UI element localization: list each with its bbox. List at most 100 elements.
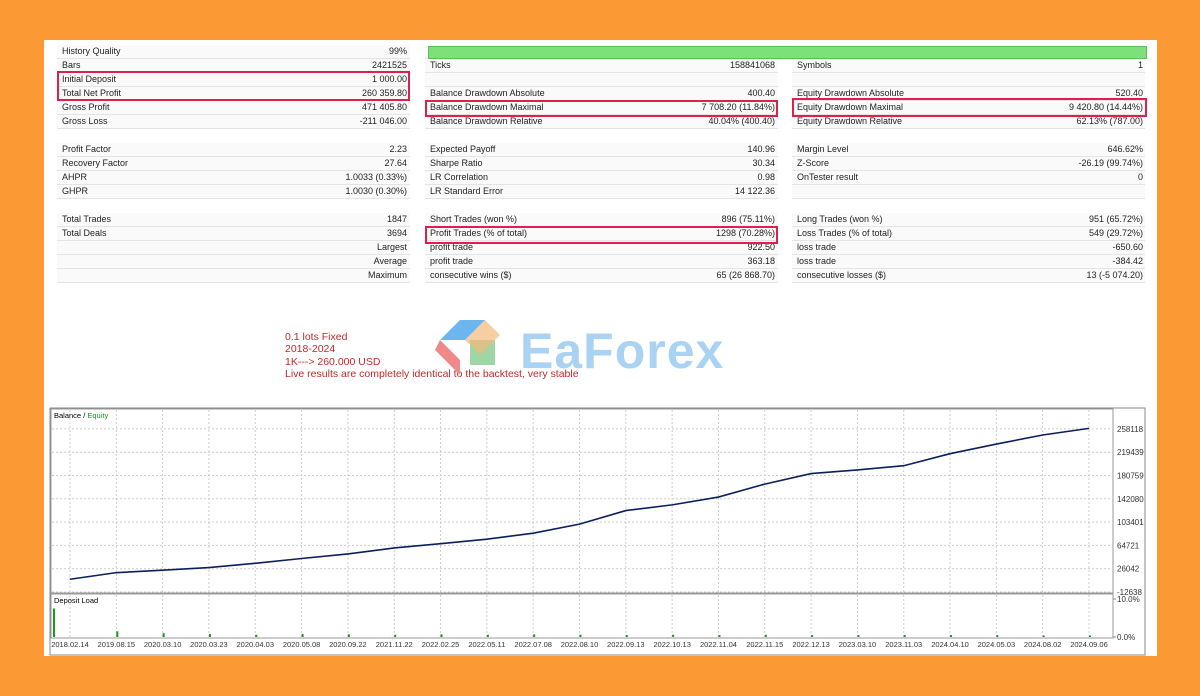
stat-label: Gross Loss: [62, 116, 108, 126]
table-row: [425, 73, 778, 87]
stat-value: 951 (65.72%): [1088, 214, 1143, 224]
stat-value: 260 359.80: [361, 88, 407, 98]
stat-value: 1: [1137, 60, 1143, 70]
highlight-box: [425, 226, 778, 244]
annotation: 0.1 lots Fixed: [285, 331, 348, 343]
stat-value: 520.40: [1115, 88, 1143, 98]
table-row: [792, 185, 1145, 199]
stat-value: Average: [373, 256, 407, 266]
table-row: [425, 185, 778, 199]
stat-label: Equity Drawdown Relative: [797, 116, 903, 126]
table-row: [57, 73, 410, 87]
stat-label: Recovery Factor: [62, 158, 129, 168]
table-row: [57, 185, 410, 199]
stat-label: Balance Drawdown Absolute: [430, 88, 545, 98]
stat-label: Total Trades: [62, 214, 112, 224]
annotation: 1K---> 260.000 USD: [285, 355, 381, 368]
stat-value: 3694: [386, 228, 407, 238]
table-row: [57, 157, 410, 171]
stat-value: 2.23: [389, 144, 407, 154]
table-row: [425, 241, 778, 255]
quality-bar: [428, 46, 1147, 59]
table-row: [425, 143, 778, 157]
table-row: [792, 171, 1145, 185]
stat-label: Loss Trades (% of total): [797, 228, 893, 238]
highlight-box: [57, 71, 410, 101]
stat-value: 471 405.80: [361, 102, 407, 112]
stat-label: loss trade: [797, 256, 837, 266]
stat-value: 0: [1137, 172, 1143, 182]
table-row: [792, 87, 1145, 101]
stat-label: Symbols: [797, 60, 832, 70]
annotation: Live results are completely identical to…: [285, 367, 579, 380]
table-row: [792, 115, 1145, 129]
stat-label: OnTester result: [797, 172, 859, 182]
annotation: 2018-2024: [285, 343, 336, 356]
table-row: [57, 241, 410, 255]
table-row: [57, 101, 410, 115]
table-row: [425, 59, 778, 73]
watermark: EaForex: [520, 323, 725, 379]
stat-value: 7 708.20 (11.84%): [701, 102, 775, 112]
table-row: [425, 115, 778, 129]
stat-value: 646.62%: [1107, 144, 1143, 154]
stat-value: 1298 (70.28%): [715, 228, 775, 238]
table-row: [792, 269, 1145, 283]
stat-value: 363.18: [747, 256, 775, 266]
highlight-box: [792, 98, 1147, 117]
stat-label: AHPR: [62, 172, 88, 182]
table-row: [57, 45, 410, 59]
stat-label: LR Standard Error: [430, 186, 504, 196]
stat-value: 27.64: [384, 158, 407, 168]
stat-label: Total Deals: [62, 228, 107, 238]
table-row: [425, 157, 778, 171]
stat-label: Z-Score: [797, 158, 830, 168]
stat-value: -211 046.00: [359, 116, 407, 126]
stat-label: Initial Deposit: [62, 74, 117, 84]
stat-value: 65 (26 868.70): [716, 270, 775, 280]
table-row: [792, 59, 1145, 73]
stat-label: Gross Profit: [62, 102, 110, 112]
stat-value: 1.0030 (0.30%): [345, 186, 407, 196]
table-row: [57, 255, 410, 269]
stat-label: LR Correlation: [430, 172, 489, 182]
table-row: [57, 269, 410, 283]
stat-value: 30.34: [752, 158, 775, 168]
stat-label: profit trade: [430, 242, 474, 252]
stat-value: 1.0033 (0.33%): [345, 172, 407, 182]
table-row: [792, 73, 1145, 87]
stat-label: Margin Level: [797, 144, 849, 154]
table-row: [425, 171, 778, 185]
stat-label: consecutive wins ($): [430, 270, 512, 280]
stat-label: Short Trades (won %): [430, 214, 518, 224]
logo-icon: [435, 320, 500, 375]
table-row: [792, 101, 1145, 115]
stat-value: 2421525: [371, 60, 407, 70]
stat-value: Largest: [376, 242, 407, 252]
table-row: [425, 255, 778, 269]
stat-label: Ticks: [430, 60, 451, 70]
stat-label: GHPR: [62, 186, 89, 196]
stat-value: 13 (-5 074.20): [1086, 270, 1143, 280]
stat-value: 40.04% (400.40): [708, 116, 775, 126]
table-row: [57, 115, 410, 129]
stat-value: 922.50: [747, 242, 775, 252]
stat-value: 400.40: [747, 88, 775, 98]
highlight-box: [425, 100, 778, 117]
stat-value: 99%: [388, 46, 407, 56]
stat-label: Total Net Profit: [62, 88, 122, 98]
table-row: [57, 227, 410, 241]
stat-value: 158841068: [729, 60, 775, 70]
table-row: [792, 255, 1145, 269]
table-row: [792, 157, 1145, 171]
stat-value: 9 420.80 (14.44%): [1068, 102, 1143, 112]
stat-value: 14 122.36: [734, 186, 775, 196]
stat-label: Long Trades (won %): [797, 214, 883, 224]
stat-label: Profit Trades (% of total): [430, 228, 528, 238]
table-row: [57, 213, 410, 227]
stat-label: Balance Drawdown Maximal: [430, 102, 544, 112]
stat-label: Equity Drawdown Absolute: [797, 88, 905, 98]
stat-value: 549 (29.72%): [1088, 228, 1143, 238]
stat-label: Profit Factor: [62, 144, 112, 154]
table-row: [425, 101, 778, 115]
